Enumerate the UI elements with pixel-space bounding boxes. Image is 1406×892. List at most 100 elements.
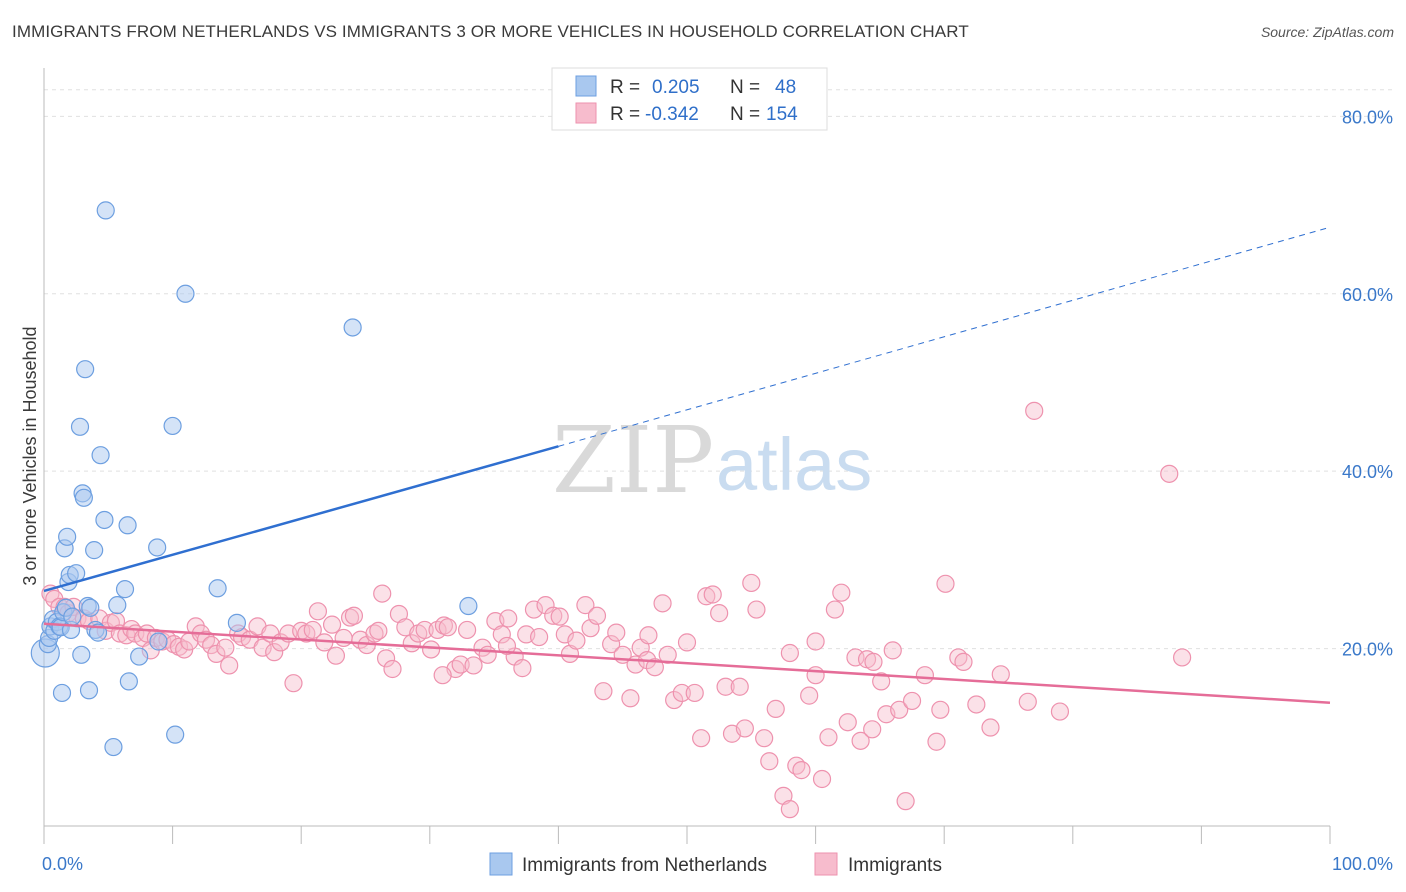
data-point-immigrants bbox=[478, 645, 497, 664]
data-point-immigrants bbox=[376, 649, 396, 668]
data-point-immigrants bbox=[755, 729, 774, 748]
data-point-netherlands bbox=[96, 201, 115, 220]
data-point-immigrants bbox=[927, 732, 946, 751]
data-point-immigrants bbox=[464, 656, 483, 675]
data-point-immigrants bbox=[896, 792, 915, 811]
data-point-netherlands bbox=[118, 516, 137, 535]
watermark-zip: ZIP bbox=[552, 407, 714, 514]
data-point-immigrants bbox=[216, 638, 235, 657]
legend-n-value-2: 154 bbox=[766, 104, 798, 125]
data-point-immigrants bbox=[202, 635, 221, 655]
data-point-immigrants bbox=[902, 691, 922, 711]
axes bbox=[43, 68, 1331, 844]
data-point-netherlands bbox=[104, 737, 123, 757]
data-point-immigrants bbox=[308, 602, 328, 621]
data-point-netherlands bbox=[70, 417, 90, 436]
y-tick-label: 80.0% bbox=[1342, 107, 1393, 127]
legend-swatch-pink bbox=[575, 102, 597, 124]
data-point-immigrants bbox=[373, 584, 392, 603]
data-point-immigrants bbox=[607, 623, 626, 642]
data-point-immigrants bbox=[530, 627, 549, 647]
data-point-netherlands bbox=[74, 488, 93, 507]
legend-r-value-2: -0.342 bbox=[645, 104, 699, 125]
series-label-immigrants: Immigrants bbox=[848, 855, 942, 876]
data-point-netherlands bbox=[72, 645, 91, 664]
data-point-netherlands bbox=[459, 596, 478, 616]
trend-line-immigrants bbox=[43, 622, 1331, 704]
data-point-immigrants bbox=[692, 729, 711, 748]
data-point-immigrants bbox=[981, 718, 1000, 737]
data-point-immigrants bbox=[438, 618, 457, 637]
data-point-immigrants bbox=[497, 636, 517, 656]
legend-r-value-1: 0.205 bbox=[652, 77, 700, 98]
data-point-immigrants bbox=[334, 628, 353, 648]
chart-title: IMMIGRANTS FROM NETHERLANDS VS IMMIGRANT… bbox=[12, 22, 969, 41]
data-point-immigrants bbox=[639, 626, 658, 645]
data-point-immigrants bbox=[576, 596, 595, 615]
trend-lines bbox=[43, 226, 1331, 704]
data-point-immigrants bbox=[567, 631, 586, 650]
data-point-immigrants bbox=[1025, 401, 1044, 420]
data-point-immigrants bbox=[326, 646, 346, 665]
data-point-immigrants bbox=[1018, 692, 1037, 711]
data-point-netherlands bbox=[63, 607, 82, 626]
legend-r-label-1: R = bbox=[610, 77, 640, 98]
data-point-immigrants bbox=[864, 652, 883, 671]
data-point-immigrants bbox=[819, 728, 838, 747]
data-point-immigrants bbox=[594, 682, 613, 701]
trend-line-netherlands-extension bbox=[558, 226, 1331, 447]
legend-box bbox=[551, 67, 828, 131]
legend-swatch-blue bbox=[575, 75, 597, 97]
legend-n-label-2: N = bbox=[730, 104, 760, 125]
data-point-immigrants bbox=[451, 655, 470, 674]
series-swatch-netherlands bbox=[489, 852, 513, 876]
data-point-immigrants bbox=[806, 632, 825, 651]
data-point-netherlands bbox=[343, 318, 362, 337]
data-point-immigrants bbox=[685, 683, 704, 703]
data-point-immigrants bbox=[665, 690, 684, 710]
data-point-immigrants bbox=[303, 620, 322, 640]
data-point-netherlands bbox=[208, 579, 227, 598]
data-point-immigrants bbox=[457, 620, 477, 640]
data-point-netherlands bbox=[58, 527, 77, 546]
data-point-netherlands bbox=[81, 598, 100, 617]
data-point-immigrants bbox=[766, 699, 785, 719]
data-point-immigrants bbox=[760, 752, 779, 771]
data-point-immigrants bbox=[936, 574, 955, 593]
data-point-immigrants bbox=[587, 606, 607, 625]
data-point-immigrants bbox=[253, 638, 272, 657]
data-point-immigrants bbox=[658, 645, 677, 664]
data-point-netherlands bbox=[227, 613, 246, 632]
legend-n-label-1: N = bbox=[730, 77, 760, 98]
series-netherlands-points bbox=[30, 201, 478, 757]
data-point-immigrants bbox=[991, 665, 1010, 684]
data-point-immigrants bbox=[890, 700, 909, 719]
y-axis-label: 3 or more Vehicles in Household bbox=[20, 326, 40, 585]
data-point-immigrants bbox=[344, 606, 364, 625]
y-tick-label: 60.0% bbox=[1342, 285, 1393, 305]
data-point-netherlands bbox=[52, 683, 72, 703]
data-point-immigrants bbox=[169, 637, 189, 656]
data-point-immigrants bbox=[735, 719, 754, 738]
x-tick-label-min: 0.0% bbox=[42, 854, 83, 874]
data-point-immigrants bbox=[369, 621, 388, 640]
data-point-immigrants bbox=[780, 643, 799, 663]
data-point-immigrants bbox=[851, 731, 870, 750]
data-point-immigrants bbox=[645, 658, 664, 677]
data-point-immigrants bbox=[621, 689, 640, 708]
data-point-immigrants bbox=[703, 585, 722, 604]
data-point-netherlands bbox=[76, 360, 95, 379]
data-point-immigrants bbox=[653, 594, 672, 613]
data-point-netherlands bbox=[95, 510, 114, 530]
data-point-immigrants bbox=[747, 600, 766, 619]
data-point-immigrants bbox=[710, 604, 729, 623]
data-point-immigrants bbox=[383, 659, 402, 679]
data-point-immigrants bbox=[883, 641, 902, 660]
data-point-netherlands bbox=[91, 446, 110, 465]
data-point-immigrants bbox=[967, 695, 986, 714]
watermark-atlas: atlas bbox=[716, 423, 872, 506]
data-point-immigrants bbox=[800, 686, 819, 705]
data-point-immigrants bbox=[872, 672, 891, 691]
y-tick-label: 20.0% bbox=[1342, 640, 1393, 660]
